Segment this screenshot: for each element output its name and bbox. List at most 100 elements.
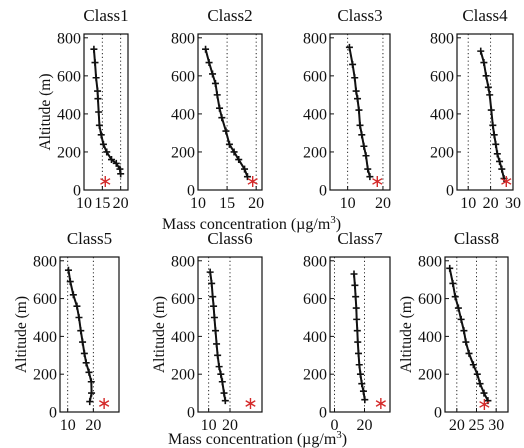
data-point-marker <box>487 106 495 114</box>
data-point-marker <box>94 87 102 95</box>
y-tick-label: 400 <box>430 106 454 123</box>
x-tick-label: 20 <box>222 417 238 434</box>
y-axis-label: Altitude (m) <box>13 296 30 373</box>
data-point-marker <box>225 140 233 148</box>
data-point-marker <box>356 121 364 129</box>
y-tick-label: 600 <box>171 291 195 308</box>
plot-frame <box>329 33 391 191</box>
x-tick-label: 10 <box>190 195 206 212</box>
surface-point-marker <box>247 175 258 187</box>
y-axis-label: Altitude (m) <box>398 296 415 373</box>
x-tick-label: 0 <box>331 417 339 434</box>
data-point-marker <box>353 315 361 323</box>
data-point-marker <box>103 148 111 156</box>
data-point-marker <box>361 396 369 404</box>
data-point-marker <box>469 361 477 369</box>
data-point-marker <box>112 159 120 167</box>
data-point-marker <box>214 351 222 359</box>
y-tick-label: 200 <box>57 144 81 161</box>
plot-frame <box>329 256 391 413</box>
data-point-marker <box>465 349 473 357</box>
data-point-marker <box>217 370 225 378</box>
x-tick-label: 30 <box>505 195 521 212</box>
x-tick-label: 15 <box>94 195 110 212</box>
data-point-marker <box>351 281 359 289</box>
data-point-marker <box>73 302 81 310</box>
plot-frame <box>456 33 514 191</box>
data-point-marker <box>64 266 72 274</box>
x-tick-label: 10 <box>460 195 476 212</box>
y-axis-label: Altitude (m) <box>37 73 54 150</box>
data-point-marker <box>355 349 362 357</box>
data-point-marker <box>95 108 103 116</box>
panel-title: Class7 <box>337 229 383 248</box>
data-point-marker <box>496 157 504 165</box>
plot-frame <box>197 33 263 191</box>
y-tick-label: 600 <box>57 68 81 85</box>
data-point-marker <box>484 83 492 91</box>
data-point-marker <box>91 59 99 67</box>
data-point-marker <box>457 315 465 323</box>
data-point-marker <box>352 293 360 301</box>
y-tick-label: 400 <box>171 329 195 346</box>
y-tick-label: 400 <box>57 106 81 123</box>
y-tick-label: 800 <box>171 253 195 270</box>
data-point-marker <box>97 131 105 139</box>
panel-title: Class5 <box>67 229 112 248</box>
panel-title: Class3 <box>337 6 382 25</box>
profile-line <box>204 48 249 178</box>
data-point-marker <box>352 304 360 312</box>
data-point-marker <box>451 293 459 301</box>
surface-point-marker <box>501 175 512 187</box>
y-tick-label: 0 <box>319 405 327 422</box>
y-tick-label: 0 <box>446 183 454 200</box>
y-tick-label: 0 <box>73 183 81 200</box>
data-point-marker <box>480 389 488 397</box>
panel-title: Class2 <box>207 6 252 25</box>
data-point-marker <box>486 91 494 99</box>
data-point-marker <box>353 327 361 335</box>
profile-line <box>448 268 489 402</box>
data-point-marker <box>211 327 219 335</box>
data-point-marker <box>216 104 224 112</box>
data-point-marker <box>482 72 490 80</box>
data-point-marker <box>498 165 506 173</box>
x-axis-label-bottom: Mass concentration (µg/m3) <box>168 429 347 448</box>
x-tick-label: 10 <box>201 417 217 434</box>
data-point-marker <box>90 45 98 53</box>
plot-frame <box>59 256 120 413</box>
chart-panel-7: 0 200 400 600 800 0 20 Class7 <box>303 229 391 434</box>
y-tick-label: 800 <box>303 253 327 270</box>
y-tick-label: 600 <box>303 68 327 85</box>
y-tick-label: 600 <box>418 291 442 308</box>
y-tick-label: 0 <box>434 405 442 422</box>
y-tick-label: 0 <box>187 405 195 422</box>
data-point-marker <box>354 95 362 103</box>
data-point-marker <box>94 95 102 103</box>
y-tick-label: 600 <box>430 68 454 85</box>
data-point-marker <box>449 279 457 287</box>
data-point-marker <box>69 291 77 299</box>
data-point-marker <box>85 368 93 376</box>
data-point-marker <box>99 140 107 148</box>
data-point-marker <box>215 363 223 371</box>
y-tick-label: 200 <box>430 144 454 161</box>
x-axis-label-top: Mass concentration (µg/m3) <box>162 214 341 233</box>
data-point-marker <box>480 59 488 67</box>
y-tick-label: 200 <box>33 367 57 384</box>
data-point-marker <box>354 338 362 346</box>
data-point-marker <box>95 121 103 129</box>
y-tick-label: 800 <box>33 253 57 270</box>
data-point-marker <box>454 304 462 312</box>
y-tick-label: 200 <box>418 367 442 384</box>
x-tick-label: 20 <box>449 417 465 434</box>
data-point-marker <box>218 378 226 386</box>
data-point-marker <box>446 264 454 272</box>
data-point-marker <box>230 148 238 156</box>
data-point-marker <box>345 43 353 51</box>
data-point-marker <box>476 380 484 388</box>
chart-panel-6: 0 200 400 600 800 10 20 Class6 Altitude (m) <box>151 229 263 434</box>
x-tick-label: 10 <box>60 417 76 434</box>
data-point-marker <box>489 121 497 129</box>
